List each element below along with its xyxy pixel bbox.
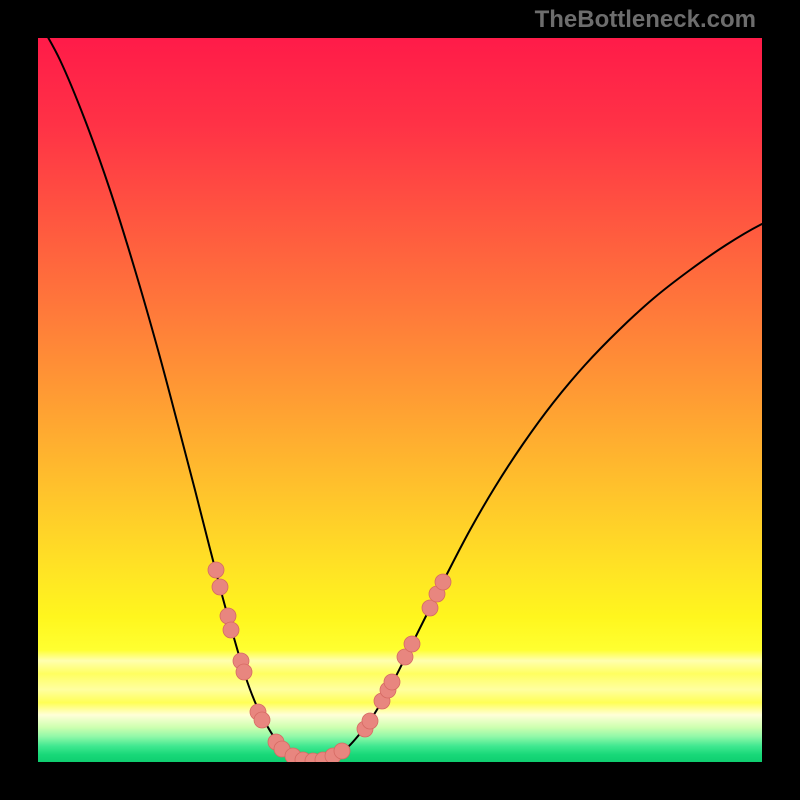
data-marker	[362, 713, 378, 729]
data-marker	[334, 743, 350, 759]
data-marker	[236, 664, 252, 680]
data-marker	[422, 600, 438, 616]
data-marker	[220, 608, 236, 624]
curve-overlay	[0, 0, 800, 800]
chart-container: TheBottleneck.com	[0, 0, 800, 800]
data-marker	[435, 574, 451, 590]
data-marker	[223, 622, 239, 638]
data-marker	[212, 579, 228, 595]
data-marker	[254, 712, 270, 728]
data-marker	[404, 636, 420, 652]
data-marker	[384, 674, 400, 690]
data-marker	[208, 562, 224, 578]
bottleneck-curve	[38, 20, 798, 762]
